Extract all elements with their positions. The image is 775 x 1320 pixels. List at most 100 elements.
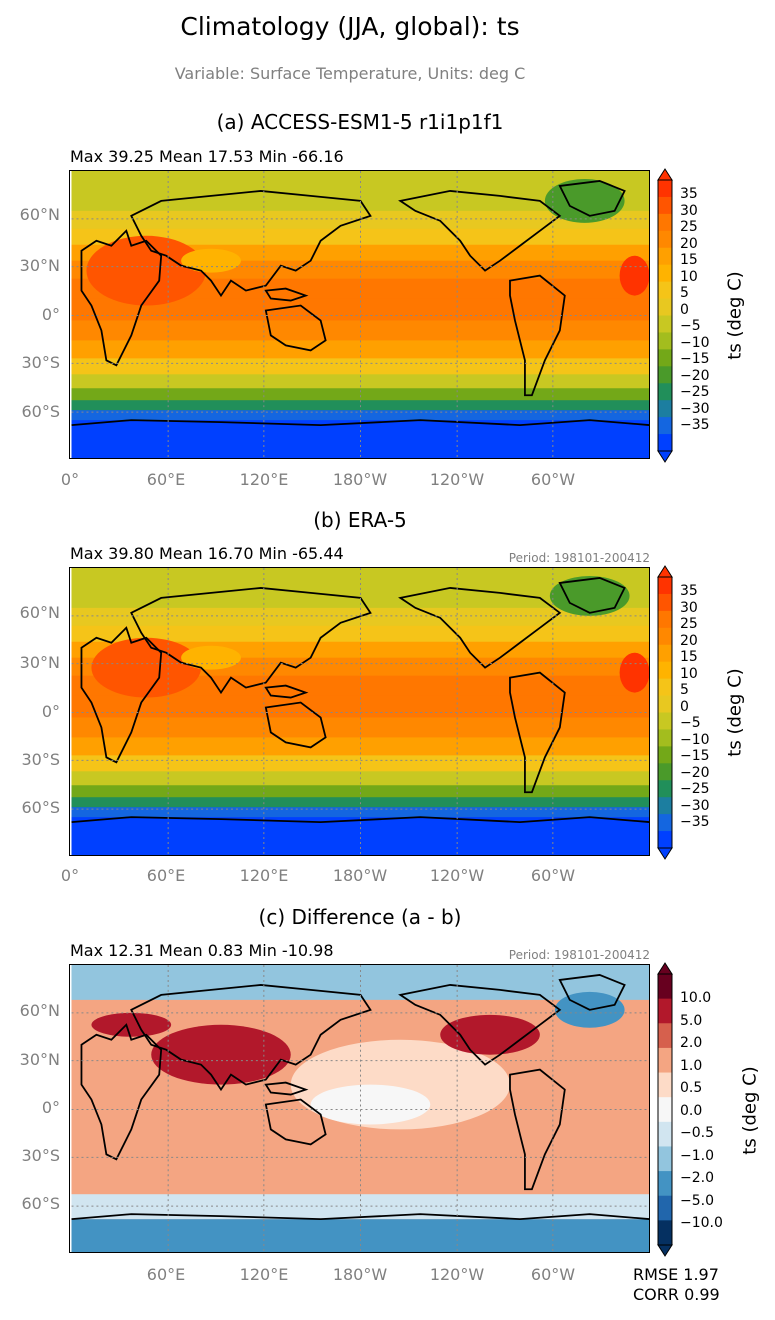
colorbar-segment (658, 1072, 672, 1098)
tibet-cool-region (181, 248, 241, 273)
colorbar-segment (658, 610, 672, 629)
temperature-band (71, 785, 649, 798)
coastline-path (558, 180, 626, 217)
panel-b-map (69, 567, 650, 856)
panel-a-map-svg (71, 171, 649, 458)
panel-a-lat-30s: 30°S (21, 353, 60, 372)
panel-c-lat-60s: 60°S (21, 1194, 60, 1213)
cb-tick: −10 (680, 731, 710, 748)
colorbar-segment (658, 797, 672, 815)
panel-b-lon-180w: 180°W (332, 866, 388, 885)
panel-b-map-svg (71, 568, 649, 855)
cb-tick: 15 (680, 252, 698, 268)
colorbar-segment (658, 998, 672, 1024)
europe-warm-region (91, 1012, 172, 1037)
corr-text: CORR 0.99 (633, 1285, 720, 1304)
coastline-path (71, 419, 649, 427)
cb-tick: 35 (680, 583, 698, 599)
cb-tick: 5 (680, 682, 689, 698)
coastline-path (264, 1081, 309, 1096)
cb-tick: −2.0 (680, 1170, 714, 1186)
colorbar-segment (658, 366, 672, 384)
colorbar-segment (658, 349, 672, 367)
colorbar-segment (658, 1195, 672, 1221)
cb-tick: −15 (680, 748, 710, 764)
coastlines (71, 577, 649, 824)
cb-tick: −1.0 (680, 1147, 714, 1164)
cb-tick: 20 (680, 632, 698, 649)
panel-c-stats: Max 12.31 Mean 0.83 Min -10.98 (70, 941, 334, 960)
hot-region-sahara-east (619, 255, 649, 296)
colorbar-segment (658, 213, 672, 232)
panel-b-lon-0: 0° (60, 866, 80, 885)
colorbar-segment (658, 746, 672, 764)
colorbar-segment (658, 281, 672, 300)
coastline-path (264, 701, 327, 749)
coastline-path (80, 1023, 163, 1161)
cb-tick: −30 (680, 400, 710, 417)
colorbar-bottom-arrow (657, 1244, 673, 1257)
cb-tick: −10.0 (680, 1215, 723, 1231)
panel-a-lon-60w: 60°W (530, 470, 576, 489)
cb-tick: 5 (680, 285, 689, 301)
panel-a-lon-60e: 60°E (146, 470, 186, 489)
cb-tick: 25 (680, 616, 698, 632)
figure-subtitle: Variable: Surface Temperature, Units: de… (174, 64, 526, 83)
colorbar-segment (658, 661, 672, 680)
panel-a-colorbar-label: ts (deg C) (724, 271, 746, 360)
panel-a-colorbar (657, 168, 673, 463)
panel-b-colorbar (657, 565, 673, 860)
colorbar-segment (658, 814, 672, 832)
colorbar-segment (658, 627, 672, 646)
temperature-band (71, 440, 649, 458)
panel-c-map-svg (71, 965, 649, 1252)
rmse-text: RMSE 1.97 (633, 1265, 719, 1284)
cb-tick: −30 (680, 797, 710, 814)
colorbar-bottom-arrow (657, 847, 673, 860)
colorbar-frame (657, 576, 673, 849)
panel-a-title: (a) ACCESS-ESM1-5 r1i1p1f1 (216, 110, 504, 134)
panel-c-lat-30s: 30°S (21, 1146, 60, 1165)
cb-tick: −20 (680, 367, 710, 384)
panel-c-lon-60e: 60°E (146, 1265, 186, 1284)
colorbar-segment (658, 644, 672, 663)
cb-tick: −35 (680, 417, 710, 433)
coastline-path (398, 984, 562, 1066)
cb-tick: −10 (680, 334, 710, 351)
panel-b-colorbar-label: ts (deg C) (724, 668, 746, 757)
panel-c-title: (c) Difference (a - b) (258, 905, 462, 929)
temperature-band (71, 278, 649, 300)
cb-tick: 1.0 (680, 1057, 703, 1074)
cb-tick: 0 (680, 301, 689, 318)
colorbar-segment (658, 417, 672, 435)
hot-region-africa-mideast (91, 637, 202, 698)
cb-tick: 0.5 (680, 1080, 703, 1096)
hot-region-sahara-east (619, 652, 649, 693)
panel-b-lon-60w: 60°W (530, 866, 576, 885)
gridlines (71, 568, 649, 855)
cb-tick: 35 (680, 186, 698, 202)
panel-b-lat-60s: 60°S (21, 798, 60, 817)
coastline-path (509, 671, 566, 794)
colorbar-segment (658, 974, 672, 1000)
colorbar-top-arrow (657, 962, 673, 975)
panel-a-map (69, 170, 650, 459)
panel-a-lat-0: 0° (41, 305, 60, 324)
colorbar-segment (658, 298, 672, 316)
colorbar-segment (658, 729, 672, 747)
coastline-path (509, 274, 566, 397)
panel-a-lon-120w: 120°W (429, 470, 485, 489)
panel-a-lon-180w: 180°W (332, 470, 388, 489)
colorbar-segment (658, 434, 672, 452)
panel-b-lon-120w: 120°W (429, 866, 485, 885)
colorbar-bottom-arrow (657, 450, 673, 463)
colorbar-segment (658, 1047, 672, 1074)
panel-a-lat-60s: 60°S (21, 402, 60, 421)
colorbar-segment (658, 695, 672, 713)
cb-tick: 10 (680, 268, 698, 285)
coastline-path (264, 1098, 327, 1146)
cb-tick: −5 (680, 318, 701, 334)
panel-b-title: (b) ERA-5 (313, 508, 407, 532)
colorbar-segment (658, 593, 672, 612)
cb-tick: 10.0 (680, 990, 712, 1006)
